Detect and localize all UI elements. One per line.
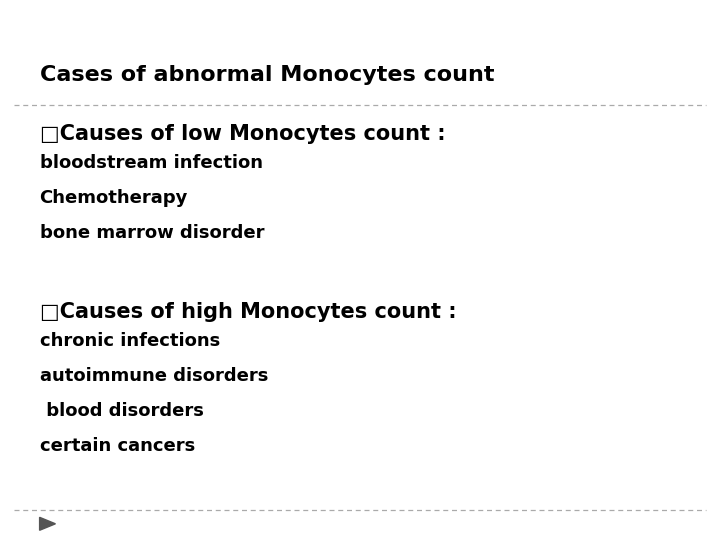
Text: □Causes of high Monocytes count :: □Causes of high Monocytes count : bbox=[40, 302, 456, 322]
Text: autoimmune disorders: autoimmune disorders bbox=[40, 367, 268, 385]
Text: bone marrow disorder: bone marrow disorder bbox=[40, 224, 264, 242]
Text: Cases of abnormal Monocytes count: Cases of abnormal Monocytes count bbox=[40, 65, 494, 85]
Text: bloodstream infection: bloodstream infection bbox=[40, 154, 263, 172]
Text: blood disorders: blood disorders bbox=[40, 402, 204, 420]
Text: Chemotherapy: Chemotherapy bbox=[40, 189, 188, 207]
Text: chronic infections: chronic infections bbox=[40, 332, 220, 350]
Text: □Causes of low Monocytes count :: □Causes of low Monocytes count : bbox=[40, 124, 445, 144]
Polygon shape bbox=[40, 517, 55, 530]
Text: certain cancers: certain cancers bbox=[40, 437, 195, 455]
